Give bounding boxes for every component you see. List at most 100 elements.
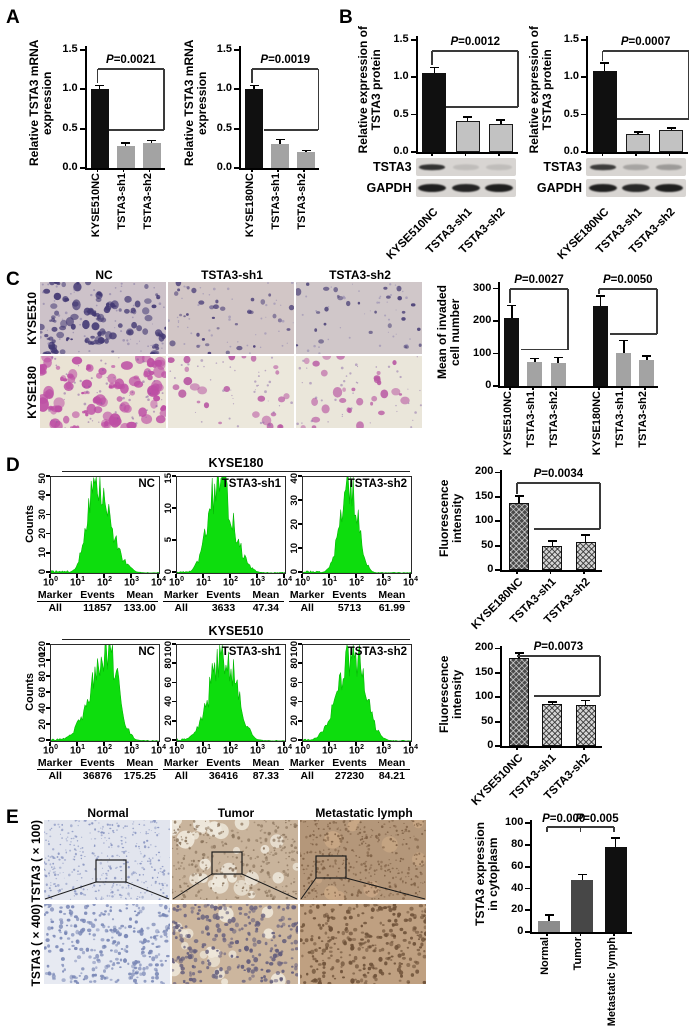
x-tick-label: 101 [322, 576, 338, 589]
y-tick-mark [298, 499, 302, 501]
tissue-image [172, 820, 298, 900]
x-tick-label: 101 [70, 576, 86, 589]
x-tick-mark [409, 573, 411, 578]
histogram-curve [177, 477, 285, 573]
bar [639, 360, 655, 386]
error-bar [581, 875, 584, 880]
x-tick-mark [277, 168, 279, 172]
significance-line [517, 51, 519, 107]
sample-label: TSTA3-sh2 [347, 646, 407, 658]
blot-row-label: GAPDH [366, 181, 412, 195]
panel-label-b: B [339, 7, 353, 28]
error-bar-cap [581, 534, 591, 536]
error-bar [551, 541, 554, 546]
error-bar [584, 535, 587, 542]
histogram-curve [177, 645, 285, 741]
x-tick-mark [612, 932, 615, 936]
x-tick-mark [532, 386, 534, 390]
y-tick-label: 0.0 [216, 161, 232, 173]
flow-group-kyse180: KYSE180 Counts 0 10 20 30 40 50 NC 100 101 102 103 1… [24, 456, 418, 614]
y-tick-mark [581, 113, 586, 116]
bar [575, 705, 596, 746]
y-tick-mark [46, 643, 50, 645]
blot-band [622, 184, 650, 192]
stats-value-cell: All [174, 602, 188, 614]
y-tick-mark [495, 495, 501, 498]
bar [659, 129, 684, 152]
bar [509, 502, 530, 570]
x-tick-label: TSTA3-sh1 [613, 391, 626, 448]
blot-band [588, 184, 617, 192]
x-tick-mark [49, 573, 51, 578]
blot-band [451, 184, 480, 192]
invasion-row-kyse180: KYSE180 [24, 356, 424, 428]
blot-band [589, 164, 616, 170]
x-tick-label: 100 [43, 576, 59, 589]
tissue-image [300, 820, 426, 900]
y-tick-mark [172, 643, 176, 645]
histogram-plot-wrap: 0 20 40 60 80 100 TSTA3-sh2 100 101 102 103 104 [289, 641, 418, 756]
bar [527, 361, 543, 386]
histogram-curve [303, 477, 411, 573]
tissue-image [168, 356, 294, 428]
chart-invasion: Mean of invaded cell number 0 100 200 300 KYS… [435, 266, 662, 455]
ihc-image-metastatic-x400 [300, 904, 426, 985]
stats-value-cell: 47.34 [252, 602, 279, 614]
histogram: 0 20 40 60 80 100 TSTA3-sh2 100 101 102 103 104 Mark… [289, 641, 418, 782]
flow-hist-kyse180-nc: Counts 0 10 20 30 40 50 NC 100 101 102 103 104 Marker… [24, 473, 166, 614]
y-tick-label: 1.5 [62, 42, 78, 55]
stats-value-cell: 3633 [211, 602, 236, 614]
y-tick-mark [298, 720, 302, 722]
invasion-image-kyse180-sh1 [168, 356, 294, 428]
x-tick-label: 104 [151, 744, 167, 757]
histogram-plot: TSTA3-sh2 [302, 476, 412, 574]
error-bar [279, 140, 281, 145]
y-tick-mark [234, 88, 239, 91]
y-tick-mark [172, 571, 176, 573]
flow-hist-kyse510-sh1: 0 20 40 60 80 100 TSTA3-sh1 100 101 102 103 104 Mark… [163, 641, 292, 782]
y-axis-label: Relative expression of TSTA3 protein [527, 16, 554, 164]
x-tick-mark [555, 386, 557, 390]
y-tick-label: 300 [473, 281, 492, 294]
panel-row-c: C NC TSTA3-sh1 TSTA3-sh2 KYSE510 KYSE180 [0, 266, 692, 455]
error-bar [253, 86, 255, 90]
x-tick-mark [175, 741, 177, 746]
y-tick-mark [79, 127, 85, 130]
bar [571, 879, 594, 932]
counts-axis-label-text: Counts [24, 505, 37, 543]
invasion-image-grid: NC TSTA3-sh1 TSTA3-sh2 KYSE510 KYSE180 [24, 268, 424, 430]
significance-line [598, 483, 601, 529]
x-tick-mark [202, 573, 204, 578]
sample-label: TSTA3-sh1 [221, 478, 281, 490]
zoom-region-box [95, 859, 127, 883]
tissue-image [40, 282, 166, 354]
y-tick-label: 200 [475, 641, 494, 654]
column-header-nc: NC [95, 268, 113, 282]
error-bar [584, 701, 587, 706]
p-value-label: P=0.0007 [620, 36, 671, 49]
stats-value-cell: 36416 [208, 770, 239, 782]
histogram-curve [51, 645, 159, 741]
significance-line [656, 289, 658, 334]
bar [542, 545, 563, 570]
western-blot [586, 158, 686, 176]
significance-line [509, 289, 511, 304]
x-tick-mark [409, 741, 411, 746]
y-tick-mark [298, 523, 302, 525]
y-tick-mark [495, 544, 501, 547]
error-bar [637, 132, 639, 135]
error-bar-cap [301, 149, 311, 152]
x-tick-mark [579, 932, 582, 936]
x-tick-label: 102 [349, 576, 365, 589]
panel-label-d: D [6, 455, 20, 476]
y-tick-mark [79, 49, 85, 51]
counts-axis-label-text: Counts [24, 673, 37, 711]
stats-values: All 11857 133.00 [37, 602, 158, 614]
significance-line [687, 51, 690, 119]
chart-mrna-kyse180: Relative TSTA3 mRNA expression 0.0 0.5 1.0 1… [182, 26, 323, 240]
error-bar [623, 341, 625, 353]
x-tick-label: KYSE510NC [89, 173, 102, 238]
column-header-metastatic: Metastatic lymph [315, 806, 413, 820]
plot-frame [415, 36, 518, 154]
blot-band [485, 164, 512, 170]
